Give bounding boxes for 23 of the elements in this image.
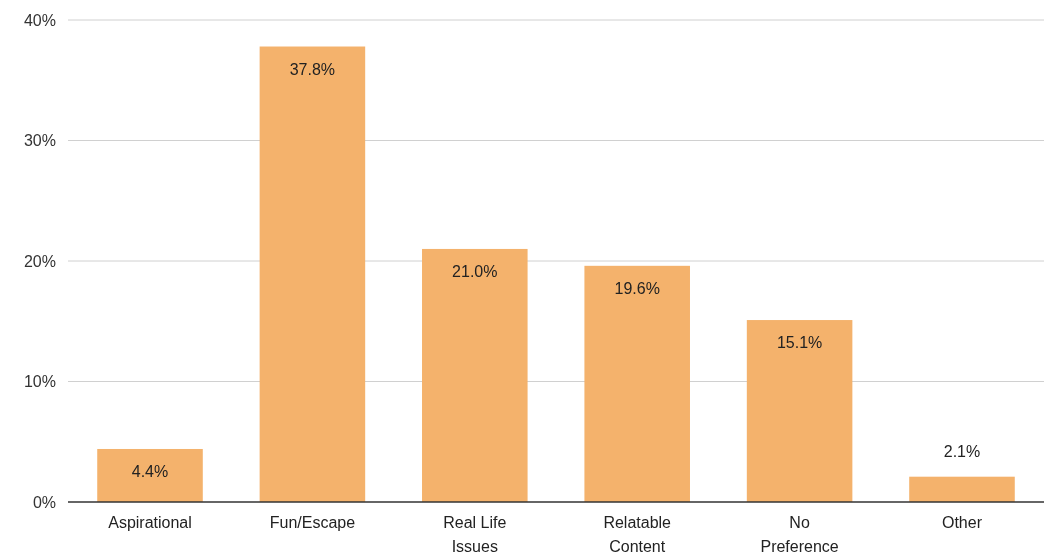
x-tick-label: Real Life Issues — [443, 514, 507, 555]
data-label: 19.6% — [614, 279, 660, 297]
data-label: 2.1% — [943, 442, 981, 460]
y-tick-label: 10% — [23, 373, 56, 391]
y-tick-label: 30% — [23, 132, 56, 150]
data-label: 21.0% — [452, 262, 498, 280]
bar — [97, 448, 203, 502]
x-tick-label: Fun/Escape — [269, 514, 356, 531]
x-tick-label: No Preference — [760, 514, 839, 555]
data-label: 37.8% — [289, 60, 336, 78]
bar — [422, 248, 528, 502]
x-tick-label: Other — [941, 514, 983, 531]
y-tick-label: 20% — [23, 252, 56, 270]
y-tick-label: 40% — [23, 11, 56, 29]
y-tick-label: 0% — [32, 493, 56, 511]
x-tick-label: Aspirational — [108, 514, 192, 531]
bar — [584, 265, 690, 502]
data-label: 15.1% — [776, 334, 823, 352]
x-tick-label: Relatable Content — [603, 514, 672, 555]
bar — [909, 476, 1015, 502]
bar — [746, 320, 853, 502]
bar — [259, 46, 366, 502]
data-label: 4.4% — [131, 462, 169, 480]
